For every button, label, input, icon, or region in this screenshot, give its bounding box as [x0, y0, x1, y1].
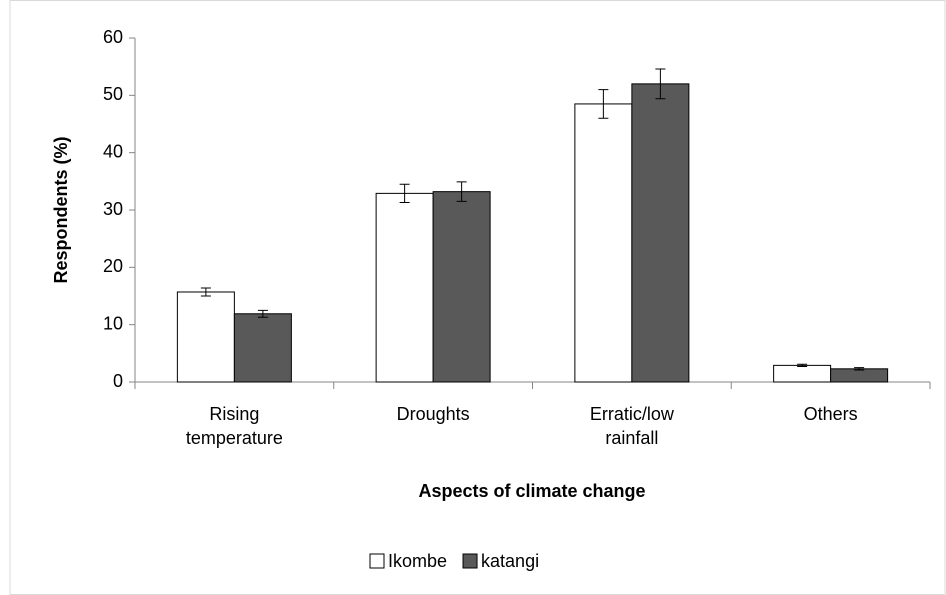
error-bar	[456, 181, 467, 202]
y-tick-label: 0	[113, 371, 123, 391]
y-tick-label: 10	[103, 313, 123, 333]
x-tick-label: Droughts	[396, 404, 470, 424]
error-bar	[854, 367, 865, 371]
y-tick-label: 60	[103, 27, 123, 47]
bar	[574, 103, 633, 383]
bar	[375, 192, 434, 383]
error-bar	[797, 363, 808, 368]
y-tick-label: 40	[103, 141, 123, 161]
bar	[773, 364, 832, 383]
bar	[631, 83, 690, 383]
bar	[176, 291, 235, 383]
legend-swatch	[462, 553, 478, 569]
legend-label: Ikombe	[388, 551, 447, 571]
y-tick-label: 30	[103, 199, 123, 219]
error-bar	[598, 89, 609, 119]
bar	[233, 313, 292, 383]
error-bar	[257, 309, 268, 318]
bar	[830, 368, 889, 383]
y-axis-title: Respondents (%)	[51, 136, 71, 283]
bar	[432, 191, 491, 383]
legend-swatch	[369, 553, 385, 569]
error-bar	[655, 68, 666, 100]
error-bar	[200, 287, 211, 297]
error-bar	[399, 183, 410, 204]
y-tick-label: 50	[103, 84, 123, 104]
x-tick-label: Erratic/low rainfall	[589, 404, 674, 448]
x-tick-label: Rising temperature	[185, 404, 283, 448]
y-tick-label: 20	[103, 256, 123, 276]
legend-label: katangi	[481, 551, 539, 571]
x-axis-title: Aspects of climate change	[418, 481, 645, 501]
x-tick-label: Others	[803, 404, 858, 424]
